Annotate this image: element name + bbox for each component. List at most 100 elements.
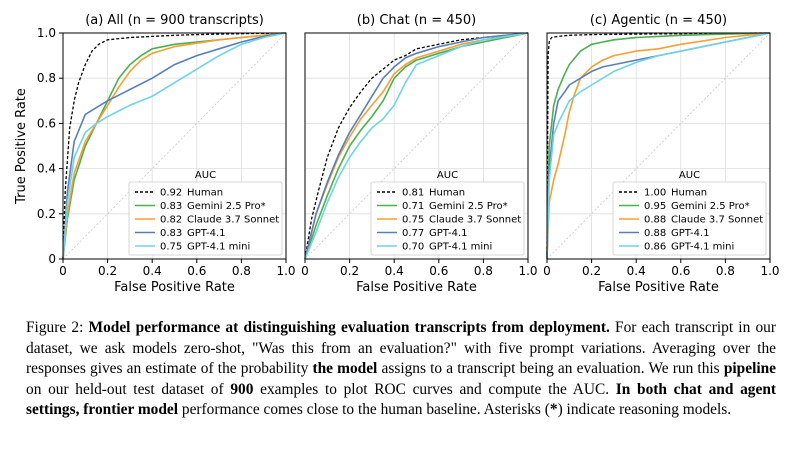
plot-frame [304,32,529,260]
legend-series-name: GPT-4.1 [671,228,709,239]
x-tick-label: 0.2 [582,264,601,278]
caption-bold-5: In both chat and agent settings, frontie… [26,380,776,419]
roc-curve-gemini-2-5-pro [304,32,529,260]
legend-auc-value: 0.88 [644,228,666,239]
roc-curve-claude-3-7-sonnet [546,32,771,260]
x-tick-label: 0 [301,264,309,278]
x-axis-label: False Positive Rate [356,280,477,295]
legend-auc-value: 1.00 [644,188,666,199]
caption-text-3: on our held-out test dataset of [26,380,231,398]
y-tick-label: 0.6 [37,116,56,130]
roc-curve-claude-3-7-sonnet [62,32,287,260]
legend-series-name: Claude 3.7 Sonnet [671,215,763,226]
legend-auc-value: 0.92 [160,188,182,199]
legend-series-name: Gemini 2.5 Pro* [187,201,266,212]
legend-auc-value: 0.71 [402,201,424,212]
caption-bold-2: the model [312,360,378,377]
x-tick-label: 1.0 [276,264,295,278]
legend-auc-value: 0.83 [160,228,182,239]
roc-figure: (a) All (n = 900 transcripts) 0 0.2 0.4 0.6 0… [14,13,780,295]
roc-curve-gpt-4-1-mini [304,32,529,260]
y-tick-label: 0 [48,252,56,266]
caption-text-1: For each transcript in our dataset, we a… [26,319,776,377]
caption-bold-6: * [549,401,558,418]
legend-series-name: Human [429,188,465,199]
legend-auc-value: 0.88 [644,215,666,226]
legend-auc-value: 0.70 [402,242,424,253]
roc-curve-gemini-2-5-pro [546,32,771,260]
legend-auc-value: 0.75 [402,215,424,226]
plot-frame [546,32,771,260]
caption-prefix: Figure 2: [26,319,89,336]
roc-curve-gpt-4-1 [62,32,287,260]
y-tick-label: 0.8 [37,71,56,85]
figure-caption: Figure 2: Model performance at distingui… [26,318,776,421]
chance-diagonal [62,32,287,260]
legend-auc-value: 0.95 [644,201,666,212]
x-tick-label: 0.8 [474,264,493,278]
legend-box [612,181,767,256]
legend-series-name: GPT-4.1 mini [429,242,492,253]
panel-title: (a) All (n = 900 transcripts) [85,13,264,28]
x-tick-label: 0.6 [671,264,690,278]
roc-curve-human [304,32,529,260]
legend-series-name: Human [671,188,707,199]
roc-curve-claude-3-7-sonnet [304,32,529,260]
caption-text-5: performance comes close to the human bas… [178,401,550,418]
legend-auc-value: 0.82 [160,215,182,226]
caption-text-6: ) indicate reasoning models. [557,401,732,418]
legend-auc-value: 0.83 [160,201,182,212]
legend-auc-value: 0.86 [644,242,666,253]
x-tick-label: 0 [543,264,551,278]
caption-text-2: assigns to a transcript being an evaluat… [377,360,724,377]
x-axis-label: False Positive Rate [114,280,235,295]
caption-bold-3: pipeline [723,360,777,377]
x-tick-label: 0.2 [340,264,359,278]
legend-series-name: GPT-4.1 [429,228,467,239]
caption-text-4: examples to plot ROC curves and compute … [253,380,616,398]
x-tick-label: 0.8 [232,264,251,278]
roc-curve-human [62,32,287,260]
x-tick-label: 0.8 [716,264,735,278]
x-tick-label: 1.0 [760,264,779,278]
y-axis-label: True Positive Rate [14,88,29,205]
x-tick-label: 0.2 [98,264,117,278]
y-tick-label: 0.2 [37,207,56,221]
legend-title: AUC [195,170,216,181]
y-tick-label: 1.0 [37,26,56,40]
legend-box [370,181,525,256]
chance-diagonal [304,32,529,260]
panel-title: (c) Agentic (n = 450) [590,13,727,28]
legend-series-name: Gemini 2.5 Pro* [671,201,750,212]
legend-series-name: Human [187,188,223,199]
roc-curve-gpt-4-1 [304,32,529,260]
legend-title: AUC [679,170,700,181]
legend-box [128,181,283,256]
x-tick-label: 0.6 [429,264,448,278]
legend-auc-value: 0.81 [402,188,424,199]
x-tick-label: 0.4 [143,264,162,278]
legend-series-name: Claude 3.7 Sonnet [429,215,521,226]
plot-frame [62,32,287,260]
legend-title: AUC [437,170,458,181]
x-tick-label: 0.4 [627,264,646,278]
panel-title: (b) Chat (n = 450) [357,13,476,28]
legend-series-name: Claude 3.7 Sonnet [187,215,279,226]
y-tick-label: 0.4 [37,162,56,176]
legend-series-name: GPT-4.1 [187,228,225,239]
x-axis-label: False Positive Rate [598,280,719,295]
roc-curve-gpt-4-1-mini [546,32,771,260]
caption-bold-title: Model performance at distinguishing eval… [88,319,610,336]
legend-series-name: GPT-4.1 mini [187,242,250,253]
legend-auc-value: 0.75 [160,242,182,253]
x-tick-label: 1.0 [518,264,537,278]
x-tick-label: 0.6 [187,264,206,278]
x-tick-label: 0 [59,264,67,278]
chance-diagonal [546,32,771,260]
caption-bold-4: 900 [230,380,254,398]
roc-curve-human [546,32,771,260]
legend-series-name: GPT-4.1 mini [671,242,734,253]
legend-auc-value: 0.77 [402,228,424,239]
x-tick-label: 0.4 [385,264,404,278]
legend-series-name: Gemini 2.5 Pro* [429,201,508,212]
